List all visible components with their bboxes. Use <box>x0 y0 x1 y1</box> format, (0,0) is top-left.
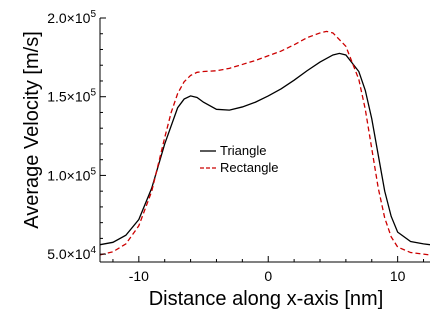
plot-area <box>99 30 430 256</box>
y-tick-label: 5.0×104 <box>47 245 96 262</box>
x-tick-label: -10 <box>129 268 149 284</box>
x-tick-label: 0 <box>264 268 272 284</box>
legend-label-1: Rectangle <box>220 160 279 175</box>
legend-label-0: Triangle <box>220 143 266 158</box>
y-tick-label: 1.5×105 <box>47 88 96 105</box>
y-tick-label: 1.0×105 <box>47 166 96 183</box>
series-line-1 <box>99 30 430 256</box>
axes: -10 0 10 5.0×104 1.0×105 1.5×105 2.0×105 <box>47 9 430 284</box>
x-axis-title: Distance along x-axis [nm] <box>149 288 384 310</box>
legend: Triangle Rectangle <box>200 143 279 175</box>
y-axis-title: Average Velocity [m/s] <box>21 31 43 229</box>
y-tick-label: 2.0×105 <box>47 9 96 26</box>
x-tick-label: 10 <box>390 268 406 284</box>
series-line-0 <box>99 52 430 246</box>
